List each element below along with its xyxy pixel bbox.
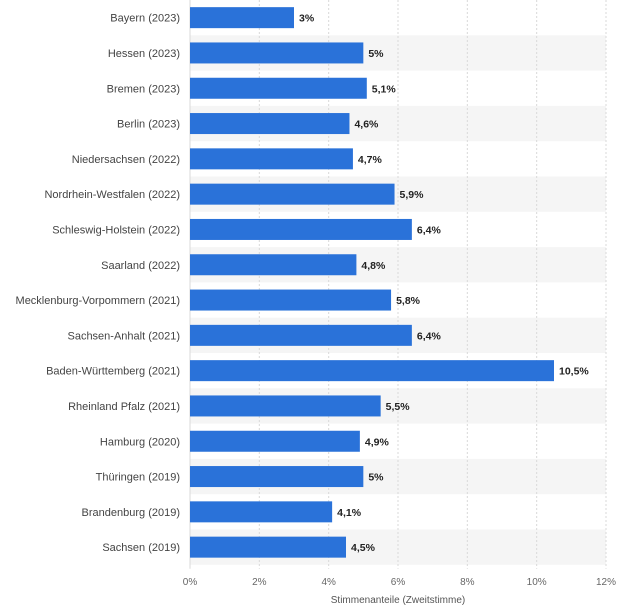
x-axis-ticks: 0% 2% 4% 6% 8% 10% 12%	[183, 577, 616, 588]
bar[interactable]	[190, 77, 367, 99]
category-label: Thüringen (2019)	[96, 472, 180, 484]
category-label: Saarland (2022)	[101, 260, 180, 272]
bar[interactable]	[190, 218, 412, 240]
data-label: 4,9%	[365, 436, 390, 448]
bar[interactable]	[190, 289, 392, 311]
category-label: Bremen (2023)	[107, 83, 180, 95]
x-tick-label: 10%	[527, 577, 547, 588]
x-tick-label: 12%	[596, 577, 616, 588]
category-label: Schleswig-Holstein (2022)	[52, 224, 180, 236]
category-label: Bayern (2023)	[110, 13, 180, 25]
category-label: Hamburg (2020)	[100, 436, 180, 448]
category-label: Berlin (2023)	[117, 119, 180, 131]
bar[interactable]	[190, 536, 346, 558]
data-label: 6,4%	[417, 330, 442, 342]
category-label: Brandenburg (2019)	[82, 507, 180, 519]
data-label: 5,8%	[396, 295, 421, 307]
bar[interactable]	[190, 395, 381, 417]
data-label: 10,5%	[559, 366, 589, 378]
bar[interactable]	[190, 183, 395, 205]
bar[interactable]	[190, 254, 357, 276]
category-label: Niedersachsen (2022)	[72, 154, 180, 166]
bar[interactable]	[190, 360, 554, 382]
category-label: Nordrhein-Westfalen (2022)	[44, 189, 180, 201]
category-label: Sachsen-Anhalt (2021)	[67, 330, 180, 342]
category-label: Hessen (2023)	[108, 48, 180, 60]
data-label: 3%	[299, 13, 315, 25]
category-label: Baden-Württemberg (2021)	[46, 366, 180, 378]
x-tick-label: 6%	[391, 577, 406, 588]
bar[interactable]	[190, 501, 333, 523]
data-label: 5%	[368, 48, 384, 60]
data-label: 4,1%	[337, 507, 362, 519]
x-tick-label: 0%	[183, 577, 198, 588]
bar[interactable]	[190, 113, 350, 135]
bar[interactable]	[190, 42, 364, 64]
data-label: 4,7%	[358, 154, 383, 166]
bars	[190, 7, 554, 558]
category-labels: Bayern (2023) Hessen (2023) Bremen (2023) B…	[16, 13, 180, 555]
bar[interactable]	[190, 324, 412, 346]
bar[interactable]	[190, 148, 353, 170]
category-label: Mecklenburg-Vorpommern (2021)	[16, 295, 180, 307]
category-label: Rheinland Pfalz (2021)	[68, 401, 180, 413]
data-label: 4,8%	[361, 260, 386, 272]
x-axis-title: Stimmenanteile (Zweitstimme)	[331, 595, 465, 606]
data-label: 5,9%	[400, 189, 425, 201]
data-label: 5,1%	[372, 83, 397, 95]
data-label: 5,5%	[386, 401, 411, 413]
x-tick-label: 4%	[321, 577, 336, 588]
x-tick-label: 8%	[460, 577, 475, 588]
bar[interactable]	[190, 7, 294, 29]
data-label: 4,6%	[354, 119, 379, 131]
value-labels: 3% 5% 5,1% 4,6% 4,7% 5,9% 6,4% 4,8% 5,8% 6,4% 10,5…	[299, 13, 589, 555]
data-label: 4,5%	[351, 542, 376, 554]
category-label: Sachsen (2019)	[102, 542, 180, 554]
bar[interactable]	[190, 466, 364, 488]
data-label: 5%	[368, 472, 384, 484]
data-label: 6,4%	[417, 224, 442, 236]
bar[interactable]	[190, 430, 360, 452]
x-tick-label: 2%	[252, 577, 267, 588]
